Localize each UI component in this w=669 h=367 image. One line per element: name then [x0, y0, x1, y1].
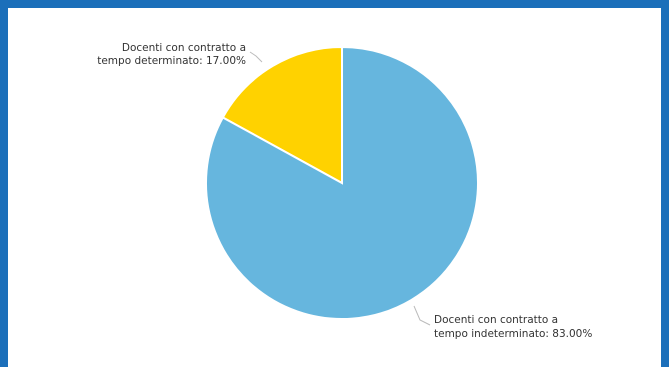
leader-lines — [249, 51, 431, 326]
pie-slices — [205, 45, 479, 320]
slice-label-indeterminato-line1: Docenti con contratto a — [434, 314, 558, 326]
slice-label-determinato-line1: Docenti con contratto a — [122, 42, 246, 54]
pie-slice-1 — [205, 45, 479, 320]
slice-label-determinato-line2: tempo determinato: 17.00% — [97, 55, 246, 67]
leader-line-indeterminato — [413, 305, 431, 326]
leader-line-determinato — [249, 51, 263, 63]
slice-label-indeterminato-line2: tempo indeterminato: 83.00% — [434, 328, 592, 340]
pie-slice-0 — [221, 45, 343, 185]
